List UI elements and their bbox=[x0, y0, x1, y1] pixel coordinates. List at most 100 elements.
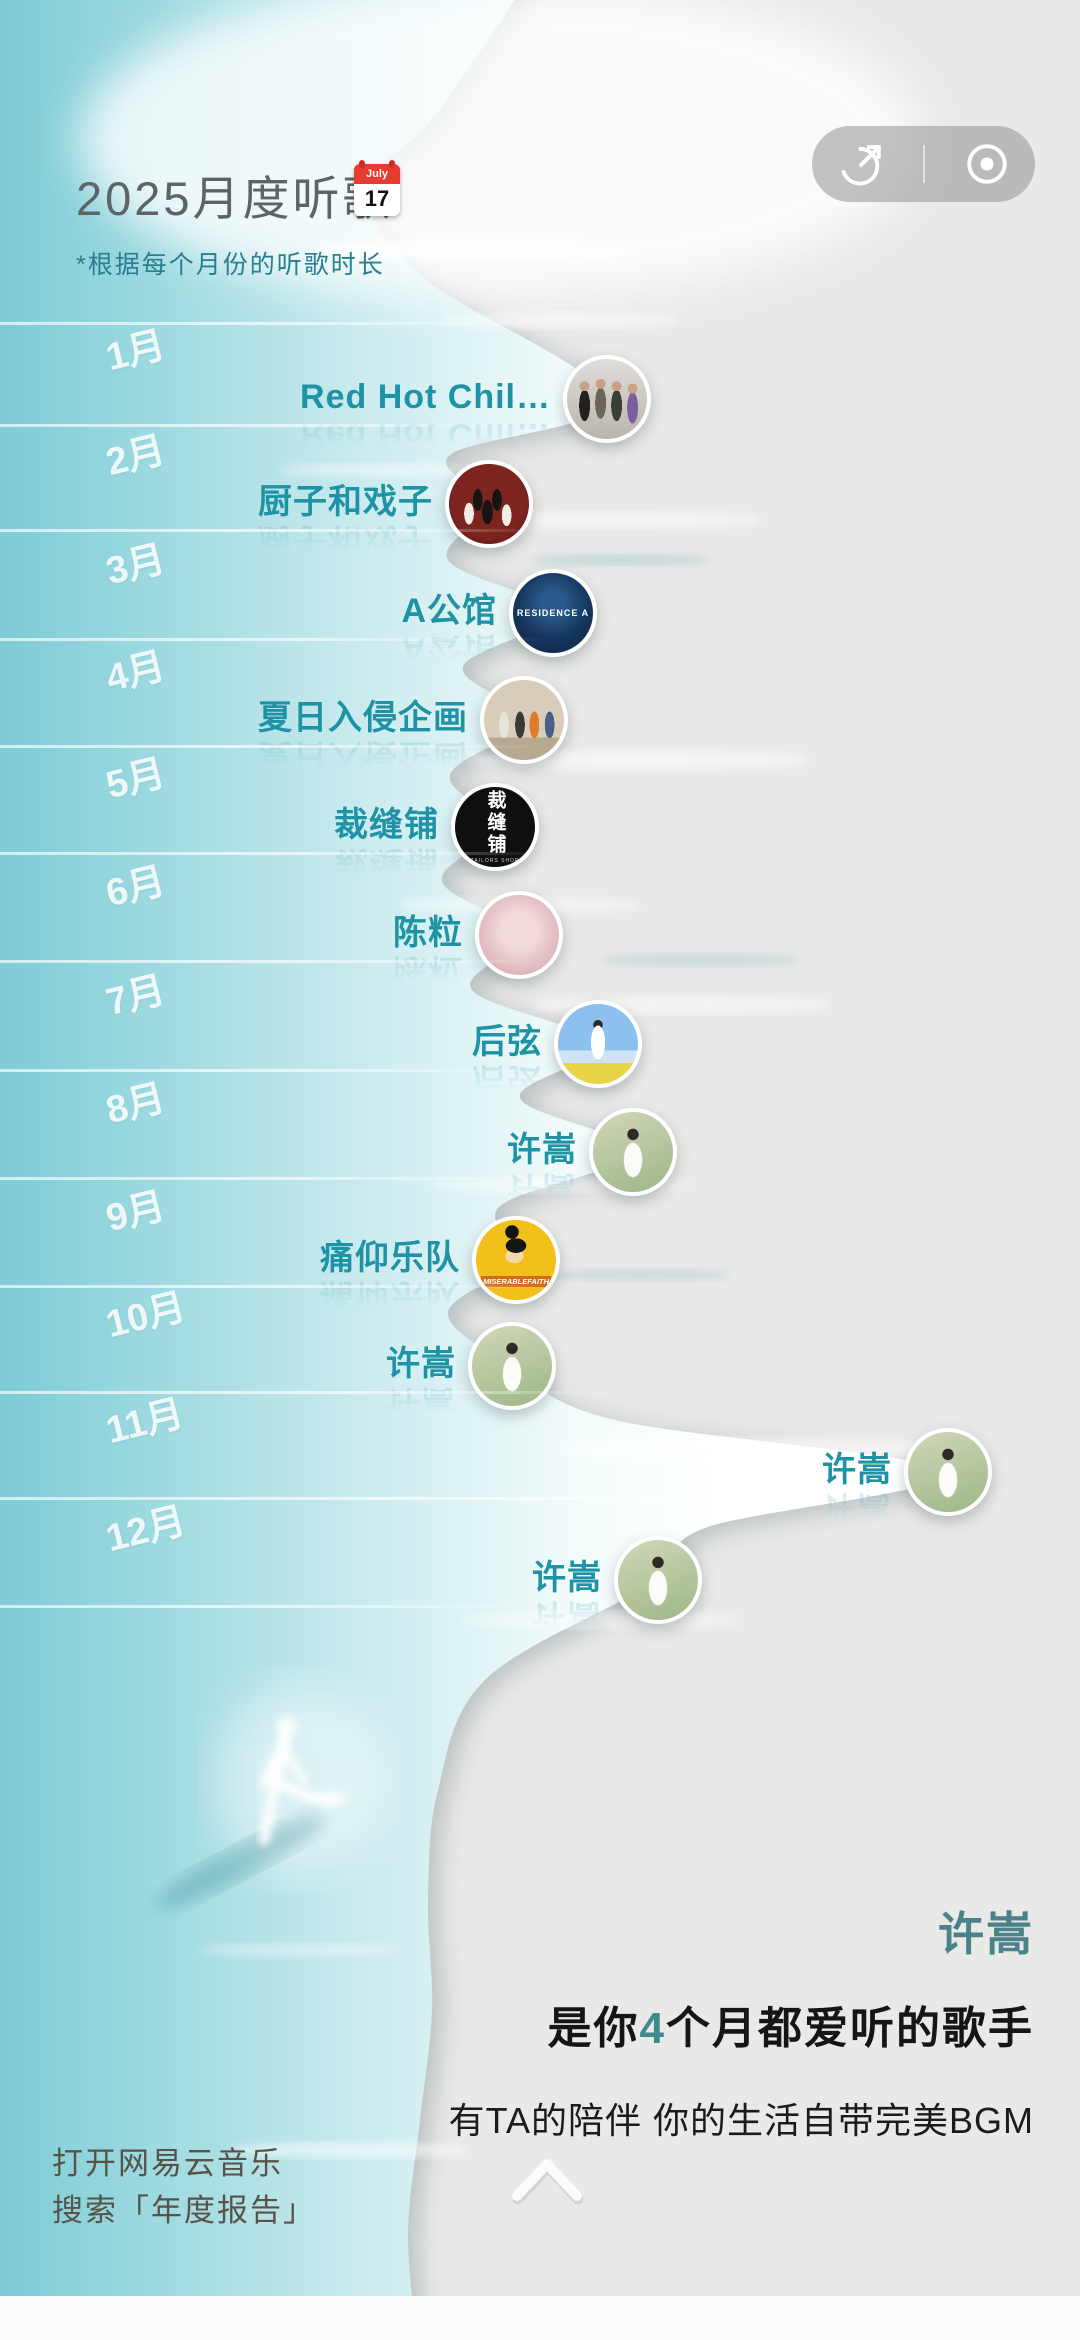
artist-name: 许嵩 bbox=[386, 1345, 456, 1383]
summary-suffix: 个月都爱听的歌手 bbox=[666, 2004, 1034, 2053]
chevron-up-icon bbox=[512, 2159, 584, 2205]
page-title: 2025月度听歌 bbox=[76, 172, 393, 225]
artist-name: 陈粒 bbox=[393, 914, 463, 952]
month-label: 5月 bbox=[102, 752, 170, 808]
summary-block: 许嵩 是你4个月都爱听的歌手 有TA的陪伴 你的生活自带完美BGM bbox=[449, 1898, 1034, 2144]
record-button[interactable] bbox=[952, 129, 1022, 199]
share-button[interactable] bbox=[826, 129, 896, 199]
artist-name-block: 后弦 后弦 bbox=[472, 1019, 542, 1103]
artist-avatar: 裁缝铺 TAILORS SHOP bbox=[451, 783, 539, 871]
month-divider-line bbox=[0, 424, 545, 427]
artist-name: 许嵩 bbox=[532, 1559, 602, 1597]
artist-name-reflection: 陈粒 bbox=[393, 952, 463, 990]
artist-name-block: A公馆 A公馆 bbox=[401, 588, 497, 672]
page-subtitle: *根据每个月份的听歌时长 bbox=[76, 251, 385, 279]
share-arrow-icon bbox=[840, 145, 881, 186]
artist-name-block: 裁缝铺 裁缝铺 bbox=[334, 802, 439, 886]
month-label: 3月 bbox=[102, 538, 170, 594]
artist-name: Red Hot Chil… bbox=[300, 378, 551, 416]
month-divider-line bbox=[0, 1177, 545, 1180]
artist-name-reflection: 裁缝铺 bbox=[334, 844, 439, 882]
month-divider-line bbox=[0, 1497, 900, 1500]
artist-name-block: Red Hot Chil… Red Hot Chil… bbox=[300, 374, 551, 458]
month-divider-line bbox=[0, 638, 545, 641]
ghost-figure-illustration bbox=[155, 1685, 385, 1909]
footer-line1: 打开网易云音乐 bbox=[52, 2146, 283, 2181]
toolbar-pill bbox=[812, 126, 1035, 202]
artist-name: 夏日入侵企画 bbox=[258, 699, 468, 737]
month-label: 12月 bbox=[102, 1500, 191, 1561]
artist-name-reflection: 夏日入侵企画 bbox=[258, 737, 468, 775]
chevron-up-button[interactable] bbox=[505, 2150, 591, 2213]
month-divider-line bbox=[0, 322, 545, 325]
month-divider-line bbox=[0, 745, 545, 748]
calendar-day: 17 bbox=[364, 186, 390, 211]
bottom-strip bbox=[0, 2296, 1080, 2340]
artist-avatar bbox=[904, 1428, 992, 1516]
artist-name-reflection: 许嵩 bbox=[386, 1383, 456, 1421]
artist-name-block: 夏日入侵企画 夏日入侵企画 bbox=[258, 695, 468, 779]
artist-avatar bbox=[475, 891, 563, 979]
month-label: 11月 bbox=[102, 1392, 189, 1453]
artist-name: 许嵩 bbox=[507, 1131, 577, 1169]
summary-prefix: 是你 bbox=[547, 2004, 640, 2053]
artist-name: 厨子和戏子 bbox=[258, 483, 433, 521]
calendar-month: July bbox=[354, 160, 400, 184]
toolbar-divider bbox=[922, 145, 925, 183]
artist-name-reflection: Red Hot Chil… bbox=[300, 416, 551, 454]
artist-name-reflection: A公馆 bbox=[401, 630, 497, 668]
avatar-cover-text: RESIDENCE A bbox=[516, 608, 590, 618]
month-divider-line bbox=[0, 960, 545, 963]
artist-avatar bbox=[554, 1000, 642, 1088]
artist-name-reflection: 许嵩 bbox=[822, 1489, 892, 1527]
artist-name-block: 陈粒 陈粒 bbox=[393, 910, 463, 994]
footer-line2: 搜索「年度报告」 bbox=[52, 2193, 316, 2228]
avatar-cover-text: 裁缝铺 bbox=[484, 790, 506, 856]
artist-name-reflection: 后弦 bbox=[472, 1061, 542, 1099]
artist-name-block: 厨子和戏子 厨子和戏子 bbox=[258, 479, 433, 563]
summary-headline: 是你4个月都爱听的歌手 bbox=[449, 1992, 1034, 2056]
artist-avatar bbox=[563, 355, 651, 443]
artist-avatar bbox=[468, 1322, 556, 1410]
artist-name-block: 痛仰乐队 痛仰乐队 bbox=[320, 1235, 460, 1319]
artist-name: 许嵩 bbox=[822, 1451, 892, 1489]
month-label: 2月 bbox=[102, 429, 170, 485]
artist-name: 裁缝铺 bbox=[334, 806, 439, 844]
artist-avatar bbox=[614, 1536, 702, 1624]
month-label: 6月 bbox=[102, 860, 170, 916]
avatar-cover-subtext: TAILORS SHOP bbox=[470, 858, 520, 864]
artist-name: A公馆 bbox=[401, 592, 497, 630]
artist-avatar bbox=[589, 1108, 677, 1196]
header: 2025月度听歌 *根据每个月份的听歌时长 bbox=[76, 160, 393, 281]
artist-name-reflection: 厨子和戏子 bbox=[258, 521, 433, 559]
summary-tagline: 有TA的陪伴 你的生活自带完美BGM bbox=[448, 2100, 1034, 2141]
artist-name-reflection: 许嵩 bbox=[507, 1169, 577, 1207]
record-disc-icon bbox=[966, 144, 1007, 184]
artist-avatar bbox=[445, 460, 533, 548]
artist-avatar bbox=[480, 676, 568, 764]
artist-avatar: MISERABLEFAITH bbox=[472, 1216, 560, 1304]
month-divider-line bbox=[0, 1285, 545, 1288]
artist-name-block: 许嵩 许嵩 bbox=[507, 1127, 577, 1211]
calendar-icon: July 17 bbox=[354, 160, 400, 216]
artist-name: 痛仰乐队 bbox=[320, 1239, 460, 1277]
artist-name-block: 许嵩 许嵩 bbox=[386, 1341, 456, 1425]
month-divider-line bbox=[0, 1069, 545, 1072]
artist-avatar: RESIDENCE A bbox=[509, 569, 597, 657]
artist-name: 后弦 bbox=[472, 1023, 542, 1061]
summary-artist: 许嵩 bbox=[938, 1908, 1034, 1960]
month-label: 9月 bbox=[102, 1185, 170, 1241]
summary-month-count: 4 bbox=[639, 2004, 666, 2053]
artist-name-block: 许嵩 许嵩 bbox=[822, 1447, 892, 1531]
artist-name-reflection: 痛仰乐队 bbox=[320, 1277, 460, 1315]
month-label: 4月 bbox=[102, 645, 170, 701]
month-divider-line bbox=[0, 1605, 545, 1608]
footer-hint: 打开网易云音乐 搜索「年度报告」 bbox=[52, 2140, 316, 2234]
month-label: 7月 bbox=[102, 969, 170, 1025]
month-label: 8月 bbox=[102, 1077, 170, 1133]
month-label: 10月 bbox=[102, 1286, 191, 1347]
artist-name-reflection: 许嵩 bbox=[532, 1597, 602, 1635]
avatar-cover-text: MISERABLEFAITH bbox=[481, 1276, 551, 1288]
